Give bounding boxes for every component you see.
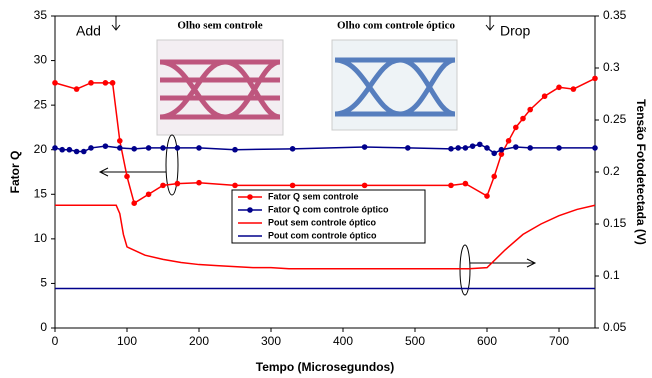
- legend-label: Fator Q sem controle: [268, 191, 359, 201]
- y-tick-label: 20: [34, 142, 48, 156]
- marker: [405, 145, 411, 151]
- eye-diagram-1: [157, 40, 283, 135]
- marker: [448, 183, 454, 189]
- marker: [513, 144, 519, 150]
- marker: [463, 181, 469, 187]
- marker: [484, 193, 490, 199]
- legend-label: Pout com controle óptico: [268, 230, 377, 240]
- marker: [52, 80, 58, 86]
- x-tick-label: 400: [333, 334, 353, 348]
- marker: [556, 85, 562, 91]
- marker: [499, 147, 505, 153]
- y-axis-title: Fator Q: [8, 151, 22, 194]
- marker: [542, 93, 548, 99]
- marker: [527, 107, 533, 113]
- y-tick-label: 5: [40, 276, 47, 290]
- marker: [455, 145, 461, 151]
- y2-tick-label: 0.35: [603, 8, 627, 22]
- marker: [491, 174, 497, 180]
- y2-tick-label: 0.15: [603, 216, 627, 230]
- marker: [520, 116, 526, 122]
- marker: [117, 138, 123, 144]
- x-tick-label: 300: [261, 334, 281, 348]
- y-tick-label: 35: [34, 8, 48, 22]
- annotation: Add: [76, 23, 101, 39]
- x-tick-label: 100: [117, 334, 137, 348]
- x-tick-label: 200: [189, 334, 209, 348]
- marker: [110, 80, 116, 86]
- marker: [592, 145, 598, 151]
- marker: [484, 145, 490, 151]
- y-tick-label: 30: [34, 53, 48, 67]
- marker: [81, 149, 87, 155]
- series-line: [55, 78, 595, 203]
- marker: [448, 146, 454, 152]
- marker: [124, 174, 130, 180]
- y2-tick-label: 0.2: [603, 164, 620, 178]
- marker: [491, 150, 497, 156]
- y2-tick-label: 0.05: [603, 320, 627, 334]
- x-tick-label: 700: [549, 334, 569, 348]
- marker: [175, 181, 181, 187]
- marker: [59, 147, 65, 153]
- eye-diagram-2: [332, 40, 457, 130]
- marker: [146, 191, 152, 197]
- marker: [196, 180, 202, 186]
- marker: [88, 145, 94, 151]
- marker: [103, 80, 109, 86]
- marker: [117, 145, 123, 151]
- marker: [196, 145, 202, 151]
- marker: [74, 86, 80, 92]
- y-tick-label: 10: [34, 231, 48, 245]
- y2-tick-label: 0.1: [603, 268, 620, 282]
- marker: [175, 145, 181, 151]
- marker: [88, 80, 94, 86]
- marker: [160, 145, 166, 151]
- marker: [463, 145, 469, 151]
- marker: [592, 76, 598, 82]
- marker: [232, 183, 238, 189]
- marker: [513, 125, 519, 131]
- marker: [232, 147, 238, 153]
- marker: [131, 200, 137, 206]
- y2-tick-label: 0.3: [603, 60, 620, 74]
- marker: [290, 183, 296, 189]
- marker: [103, 143, 109, 149]
- marker: [527, 145, 533, 151]
- chart: Olho sem controle Olho com controle ópti…: [0, 0, 652, 378]
- legend-label: Fator Q com controle óptico: [268, 204, 389, 214]
- marker: [362, 144, 368, 150]
- y-tick-label: 25: [34, 97, 48, 111]
- marker: [477, 142, 483, 148]
- marker: [470, 143, 476, 149]
- x-axis-title: Tempo (Microsegundos): [256, 360, 394, 374]
- x-tick-label: 0: [52, 334, 59, 348]
- marker: [506, 138, 512, 144]
- legend-marker: [247, 207, 253, 213]
- annotation: Drop: [500, 23, 531, 39]
- legend-label: Pout sem controle óptico: [268, 217, 377, 227]
- y-tick-label: 15: [34, 186, 48, 200]
- x-tick-label: 600: [477, 334, 497, 348]
- marker: [160, 183, 166, 189]
- marker: [290, 146, 296, 152]
- legend-marker: [247, 194, 253, 200]
- marker: [74, 149, 80, 155]
- annotation: Olho com controle óptico: [337, 20, 456, 32]
- y2-tick-label: 0.25: [603, 112, 627, 126]
- marker: [67, 147, 73, 153]
- y-tick-label: 0: [40, 320, 47, 334]
- annotation: Olho sem controle: [177, 20, 262, 32]
- marker: [556, 145, 562, 151]
- marker: [362, 183, 368, 189]
- x-tick-label: 500: [405, 334, 425, 348]
- marker: [52, 145, 58, 151]
- marker: [571, 86, 577, 92]
- marker: [131, 146, 137, 152]
- y2-axis-title: Tensão Fotodetectada (V): [634, 99, 648, 245]
- marker: [146, 145, 152, 151]
